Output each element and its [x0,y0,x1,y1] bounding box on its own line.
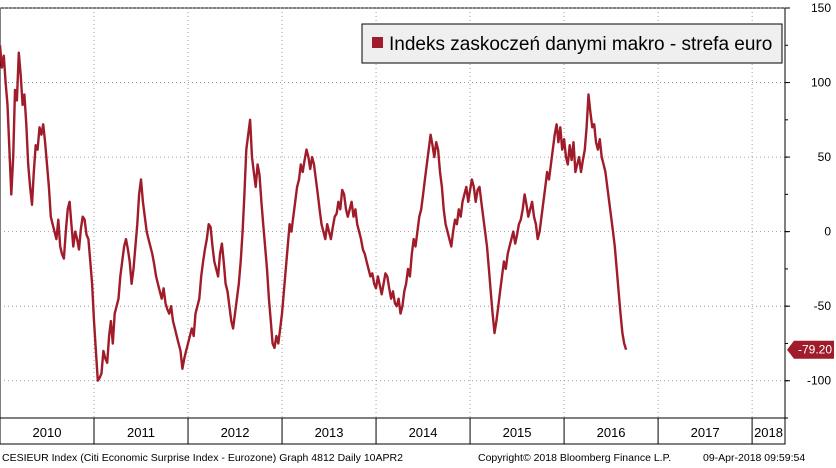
x-tick-label: 2011 [127,425,155,440]
last-value-badge-shape [787,340,834,359]
y-tick-label: 100 [811,76,831,90]
x-tick-label: 2017 [691,425,720,440]
footer-source: CESIEUR Index (Citi Economic Surprise In… [2,452,403,464]
x-tick-label: 2012 [221,425,250,440]
legend-label: Indeks zaskoczeń danymi makro - strefa e… [389,34,772,55]
y-tick-label: -100 [807,374,831,388]
x-tick-label: 2013 [315,425,344,440]
last-value-label: -79.20 [798,343,832,357]
y-tick-label: 150 [811,1,831,15]
legend-box [361,23,783,64]
legend-swatch [372,37,383,48]
y-axis: 150 100 50 0 -50 -100 [784,1,832,444]
y-tick-label: 50 [818,150,832,164]
x-tick-label: 2016 [597,425,626,440]
x-tick-label: 2018 [754,425,783,440]
last-value-badge: -79.20 [787,340,834,359]
x-tick-label: 2010 [33,425,62,440]
x-tick-label: 2014 [409,425,438,440]
legend: Indeks zaskoczeń danymi makro - strefa e… [361,23,783,64]
footer-copyright: Copyright© 2018 Bloomberg Finance L.P. [478,452,672,464]
x-axis: 2010 2011 2012 2013 2014 2015 2016 2017 2018 [0,417,785,444]
y-tick-label: 0 [824,225,831,239]
series-line [0,45,628,382]
plot-frame [0,7,786,445]
footer-timestamp: 09-Apr-2018 09:59:54 [703,452,806,464]
x-tick-label: 2015 [503,425,532,440]
grid-lines [0,7,786,445]
y-tick-label: -50 [814,299,832,313]
